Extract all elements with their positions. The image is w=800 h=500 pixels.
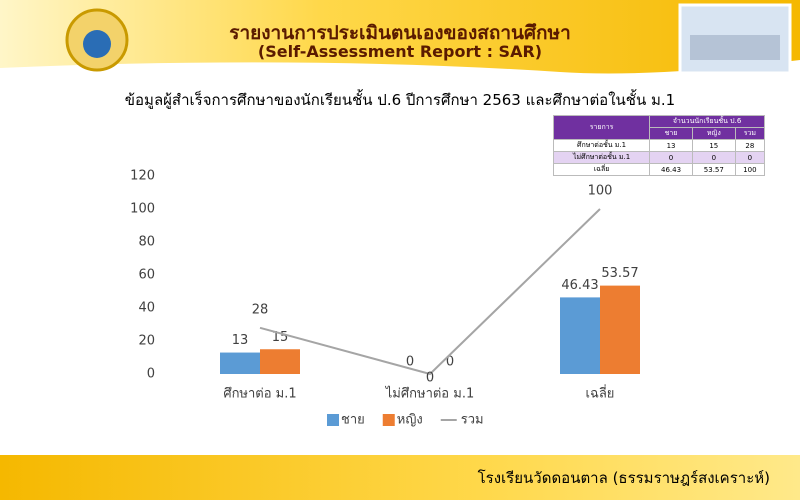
y-tick-label: 100 [130,202,155,217]
bar [220,352,260,374]
legend-label: หญิง [397,413,423,428]
table-cell: หญิง [691,127,736,140]
header-title: รายงานการประเมินตนเองของสถานศึกษา [229,22,571,44]
data-label: 0 [446,355,454,370]
data-label: 46.43 [561,278,598,293]
header-band [0,0,800,80]
y-tick-label: 0 [147,367,155,382]
footer-text: โรงเรียนวัดดอนตาล (ธรรมราษฎร์สงเคราะห์) [477,469,770,487]
table-cell: 46.43 [649,163,693,176]
x-tick-label: ไม่ศึกษาต่อ ม.1 [385,386,474,402]
table-cell: จำนวนนักเรียนชั้น ป.6 [649,115,765,128]
table-row: เฉลี่ย 46.43 53.57 100 [552,163,766,176]
bar [560,297,600,374]
line [259,208,601,376]
y-tick-label: 80 [138,235,155,250]
y-tick-label: 20 [138,334,155,349]
data-label: 28 [252,302,269,317]
data-label: 53.57 [601,266,638,281]
table-cell: รวม [734,127,766,140]
y-tick-label: 40 [138,301,155,316]
legend-swatch [382,414,395,426]
table-cell: เฉลี่ย [552,163,651,176]
table-cell: รายการ [552,115,651,140]
table-cell: 0 [649,151,693,164]
data-label: 0 [426,371,434,386]
table-row: ชาย หญิง รวม [554,127,766,140]
table-row: รายการ จำนวนนักเรียนชั้น ป.6 [552,115,765,140]
legend-label: ชาย [341,413,365,428]
table-cell: 0 [734,151,766,164]
table-cell: 100 [734,163,766,176]
bar [260,349,300,374]
chart: 0 20 40 60 80 100 120 ศึกษาต่อ ม.1 ไม่ศึกษาต่อ ม… [130,169,640,428]
header-wave [0,3,800,80]
legend-swatch [327,414,339,426]
table-cell: 53.57 [691,163,736,176]
data-label: 0 [406,355,414,370]
table-row: ศึกษาต่อชั้น ม.1 13 15 28 [552,139,766,152]
y-tick-label: 120 [130,169,155,184]
x-tick-label: ศึกษาต่อ ม.1 [223,387,296,402]
x-tick-label: เฉลี่ย [586,385,615,402]
data-label: 100 [588,184,613,199]
data-table: รายการ จำนวนนักเรียนชั้น ป.6 ชาย หญิง รวม ศึก… [552,115,766,176]
chart-title: ข้อมูลผู้สำเร็จการศึกษาของนักเรียนชั้น ป… [124,91,676,109]
y-tick-label: 60 [138,268,155,283]
footer-band [0,455,800,500]
bar [600,285,640,374]
legend-label: รวม [461,413,484,428]
data-label: 13 [232,333,249,348]
header-subtitle: (Self-Assessment Report : SAR) [257,42,543,61]
